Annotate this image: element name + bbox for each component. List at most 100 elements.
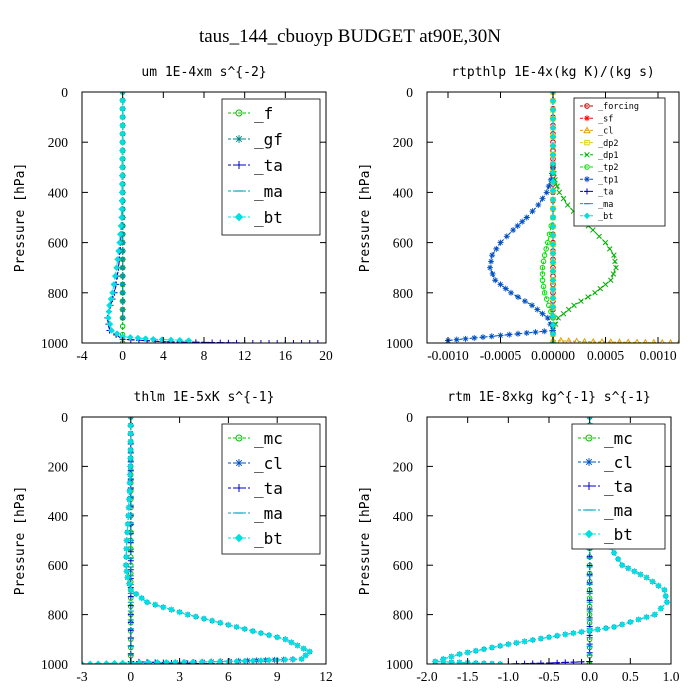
legend-marker <box>585 434 593 442</box>
data-point <box>225 621 232 629</box>
legend: _f _gf _ta _ma _bt <box>221 98 321 236</box>
y-tick-label: 400 <box>48 185 69 200</box>
data-point <box>281 635 289 643</box>
x-tick-label: 0.0 <box>581 669 598 684</box>
data-point <box>122 553 130 561</box>
data-point <box>555 315 562 321</box>
x-tick-label: -0.0005 <box>480 348 522 363</box>
y-tick-label: 600 <box>48 236 69 251</box>
data-point <box>184 611 192 618</box>
data-point <box>462 335 469 342</box>
data-point <box>114 255 121 263</box>
data-point <box>554 183 560 189</box>
y-tick-label: 400 <box>393 185 414 200</box>
data-point <box>456 650 463 658</box>
data-point <box>119 138 126 146</box>
data-point <box>127 586 135 594</box>
data-point <box>453 336 460 343</box>
data-point <box>565 306 572 313</box>
legend-marker <box>584 115 590 122</box>
legend-label: _cl <box>254 454 283 473</box>
y-tick-label: 200 <box>48 135 69 150</box>
data-point <box>560 195 567 202</box>
data-point <box>118 180 126 188</box>
legend-label: _ma <box>598 200 613 210</box>
data-point <box>233 657 240 664</box>
legend-marker <box>583 212 591 220</box>
data-point <box>492 277 499 284</box>
legend-marker <box>235 434 243 442</box>
data-point <box>635 616 642 623</box>
data-point <box>472 647 480 655</box>
x-tick-label: 6 <box>225 669 232 684</box>
data-point <box>659 338 665 343</box>
data-point <box>115 247 122 255</box>
data-point <box>543 296 550 302</box>
data-point <box>136 659 144 664</box>
legend-label: _tp1 <box>598 175 618 185</box>
legend-label: _f <box>254 104 273 123</box>
data-point <box>281 656 289 663</box>
data-point <box>581 337 588 343</box>
data-point <box>529 660 536 664</box>
data-point <box>549 160 557 168</box>
data-point <box>529 636 537 644</box>
data-point <box>306 340 313 343</box>
data-point <box>126 471 134 478</box>
data-point <box>497 332 504 339</box>
data-point <box>119 130 126 138</box>
data-point <box>539 264 546 271</box>
data-point <box>549 133 557 141</box>
data-point <box>456 659 463 664</box>
legend-marker <box>584 152 590 158</box>
data-point <box>549 124 557 132</box>
data-point <box>663 598 671 606</box>
data-point <box>522 298 528 305</box>
data-point <box>265 656 273 664</box>
data-point <box>529 208 536 215</box>
legend-label: _ta <box>254 156 283 175</box>
data-point <box>554 659 561 664</box>
data-point <box>127 454 134 462</box>
legend-label: _ta <box>254 479 283 498</box>
y-axis-label: Pressure [hPa] <box>13 486 28 596</box>
legend-label: _gf <box>254 130 283 149</box>
panel-title: um 1E-4xm s^{-2} <box>141 65 266 80</box>
x-tick-label: 0 <box>119 348 126 363</box>
legend-marker <box>235 459 243 467</box>
data-point <box>123 568 131 575</box>
data-point <box>547 176 554 183</box>
data-point <box>534 306 541 313</box>
data-point <box>119 105 126 113</box>
data-point <box>545 633 553 641</box>
data-point <box>550 327 556 334</box>
data-point <box>624 564 632 572</box>
data-point <box>111 659 118 664</box>
data-point <box>557 336 565 343</box>
y-tick-label: 800 <box>48 608 69 623</box>
data-point <box>111 272 119 280</box>
data-point <box>549 241 557 248</box>
data-point <box>126 487 133 495</box>
data-point <box>154 659 161 664</box>
data-point <box>506 331 513 338</box>
data-point <box>578 298 584 304</box>
data-point <box>488 258 495 265</box>
chart-panel: rtm 1E-8xkg kg^{-1} s^{-1} Pressure [hPa]… <box>358 390 680 684</box>
data-point <box>508 289 514 296</box>
x-tick-label: 16 <box>279 348 293 363</box>
data-point <box>553 632 561 640</box>
data-point <box>151 601 159 609</box>
plot-frame <box>81 416 327 665</box>
data-point <box>142 335 149 342</box>
legend-label: _ta <box>598 188 613 198</box>
data-point <box>549 169 557 177</box>
data-point <box>192 339 199 343</box>
data-point <box>549 196 557 203</box>
data-point <box>612 258 618 265</box>
data-point <box>249 340 256 343</box>
data-point <box>570 659 577 664</box>
data-point <box>192 613 200 621</box>
data-point <box>86 660 94 664</box>
